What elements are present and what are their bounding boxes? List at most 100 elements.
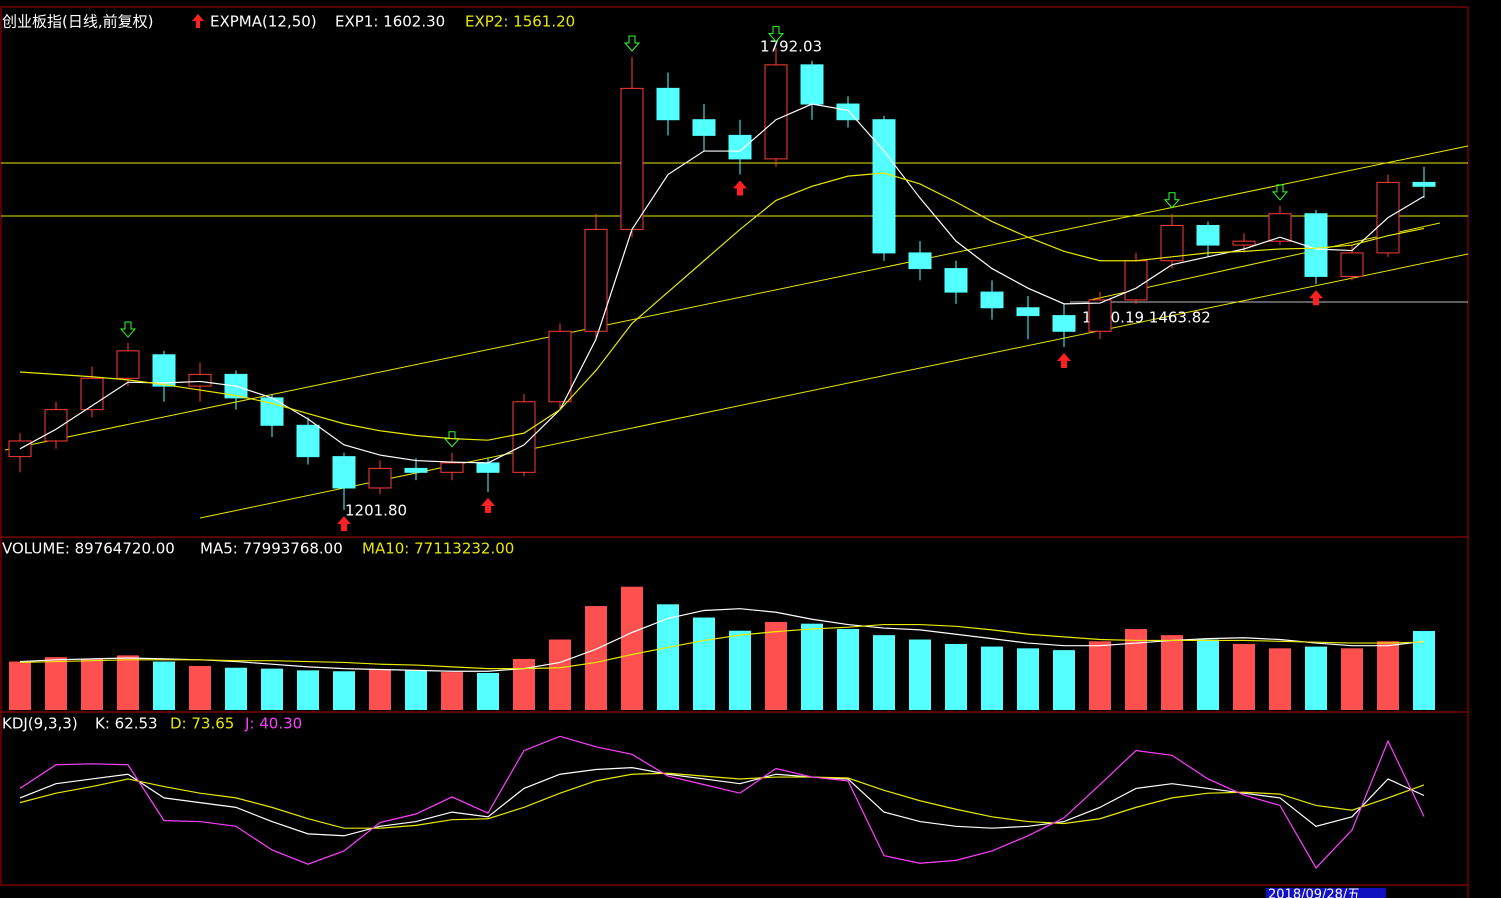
candle-body bbox=[1232, 240, 1256, 246]
candle-body bbox=[548, 330, 572, 403]
legend-label: J: 40.30 bbox=[244, 715, 302, 733]
volume-bar bbox=[801, 623, 823, 710]
candle-body bbox=[1088, 299, 1112, 332]
candle-body bbox=[1412, 181, 1436, 187]
candle-body bbox=[1340, 252, 1364, 277]
indicator-name: EXPMA(12,50) bbox=[210, 13, 317, 31]
volume-bar bbox=[81, 658, 103, 710]
volume-bar bbox=[1341, 648, 1363, 710]
volume-bar bbox=[9, 661, 31, 710]
candle-body bbox=[908, 252, 932, 270]
candle-body bbox=[656, 87, 680, 121]
annotation: 1201.80 bbox=[345, 502, 407, 520]
volume-bar bbox=[1377, 641, 1399, 710]
buy-signal bbox=[1057, 352, 1071, 368]
volume-bar bbox=[1089, 641, 1111, 710]
candle-body bbox=[116, 350, 140, 379]
date-box bbox=[1266, 888, 1386, 898]
candle-body bbox=[872, 119, 896, 254]
candle-body bbox=[1016, 307, 1040, 317]
volume-bar bbox=[297, 670, 319, 710]
volume-bar bbox=[585, 606, 607, 710]
buy-signal bbox=[481, 497, 495, 513]
volume-bar bbox=[405, 670, 427, 710]
legend-label: EXP1: 1602.30 bbox=[335, 13, 445, 31]
volume-bar bbox=[981, 646, 1003, 710]
sell-signal bbox=[1163, 192, 1181, 209]
candle-body bbox=[404, 467, 428, 473]
volume-bar bbox=[477, 673, 499, 710]
volume-bar bbox=[693, 617, 715, 710]
line bbox=[19, 735, 1425, 869]
volume-bar bbox=[441, 672, 463, 710]
candle-body bbox=[584, 228, 608, 332]
candle-body bbox=[800, 64, 824, 105]
panel-title: KDJ(9,3,3) bbox=[2, 715, 78, 733]
line bbox=[19, 772, 1425, 829]
candle-body bbox=[692, 119, 716, 136]
volume-bar bbox=[1269, 648, 1291, 710]
volume-bar bbox=[1053, 650, 1075, 710]
volume-bar bbox=[261, 668, 283, 710]
volume-bar bbox=[729, 630, 751, 710]
volume-bar bbox=[1161, 635, 1183, 710]
buy-signal bbox=[337, 516, 351, 532]
candle-body bbox=[1160, 224, 1184, 262]
buy-signal bbox=[1309, 290, 1323, 306]
line bbox=[19, 623, 1425, 670]
volume-bar bbox=[873, 635, 895, 710]
candle-body bbox=[1052, 315, 1076, 332]
trend-line bbox=[4, 145, 1469, 451]
line bbox=[19, 172, 1425, 441]
candle-body bbox=[980, 291, 1004, 309]
trend-line bbox=[199, 253, 1469, 519]
volume-bar bbox=[549, 639, 571, 710]
volume-bar bbox=[657, 604, 679, 710]
annotation: 1460.19 1463.82 bbox=[1082, 309, 1211, 327]
volume-bar bbox=[225, 667, 247, 710]
volume-bar bbox=[837, 628, 859, 710]
sell-signal bbox=[119, 321, 137, 338]
panel-title: 创业板指(日线,前复权) bbox=[2, 13, 153, 31]
candle-body bbox=[188, 373, 212, 387]
date-label: 2018/09/28/五 bbox=[1268, 888, 1360, 898]
candle-body bbox=[296, 424, 320, 458]
icon bbox=[192, 14, 204, 28]
candle-body bbox=[440, 462, 464, 473]
volume-bar bbox=[945, 643, 967, 710]
volume-bar bbox=[189, 665, 211, 710]
volume-bar bbox=[1305, 646, 1327, 710]
legend-label: K: 62.53 bbox=[95, 715, 158, 733]
legend-label: EXP2: 1561.20 bbox=[465, 13, 575, 31]
candle-body bbox=[1124, 260, 1148, 301]
panel-title: VOLUME: 89764720.00 bbox=[2, 540, 175, 558]
candle-body bbox=[944, 268, 968, 293]
legend-label: MA10: 77113232.00 bbox=[362, 540, 514, 558]
candle-body bbox=[332, 456, 356, 489]
candle-body bbox=[764, 64, 788, 160]
volume-bar bbox=[117, 655, 139, 710]
candle-body bbox=[620, 87, 644, 230]
line bbox=[19, 767, 1425, 837]
candle-body bbox=[728, 134, 752, 160]
candle-body bbox=[512, 401, 536, 473]
candle-body bbox=[368, 467, 392, 489]
line bbox=[19, 103, 1425, 464]
volume-bar bbox=[333, 671, 355, 710]
volume-bar bbox=[369, 669, 391, 710]
volume-bar bbox=[1017, 648, 1039, 710]
volume-bar bbox=[765, 621, 787, 710]
candle-body bbox=[1268, 213, 1292, 242]
candle-body bbox=[44, 409, 68, 442]
volume-bar bbox=[909, 639, 931, 710]
volume-bar bbox=[1125, 628, 1147, 710]
candle-body bbox=[152, 354, 176, 387]
volume-bar bbox=[45, 657, 67, 710]
legend-label: D: 73.65 bbox=[170, 715, 234, 733]
buy-signal bbox=[733, 180, 747, 196]
candle-body bbox=[836, 103, 860, 121]
volume-bar bbox=[513, 658, 535, 710]
sell-signal bbox=[1271, 184, 1289, 201]
candle-body bbox=[80, 377, 104, 411]
